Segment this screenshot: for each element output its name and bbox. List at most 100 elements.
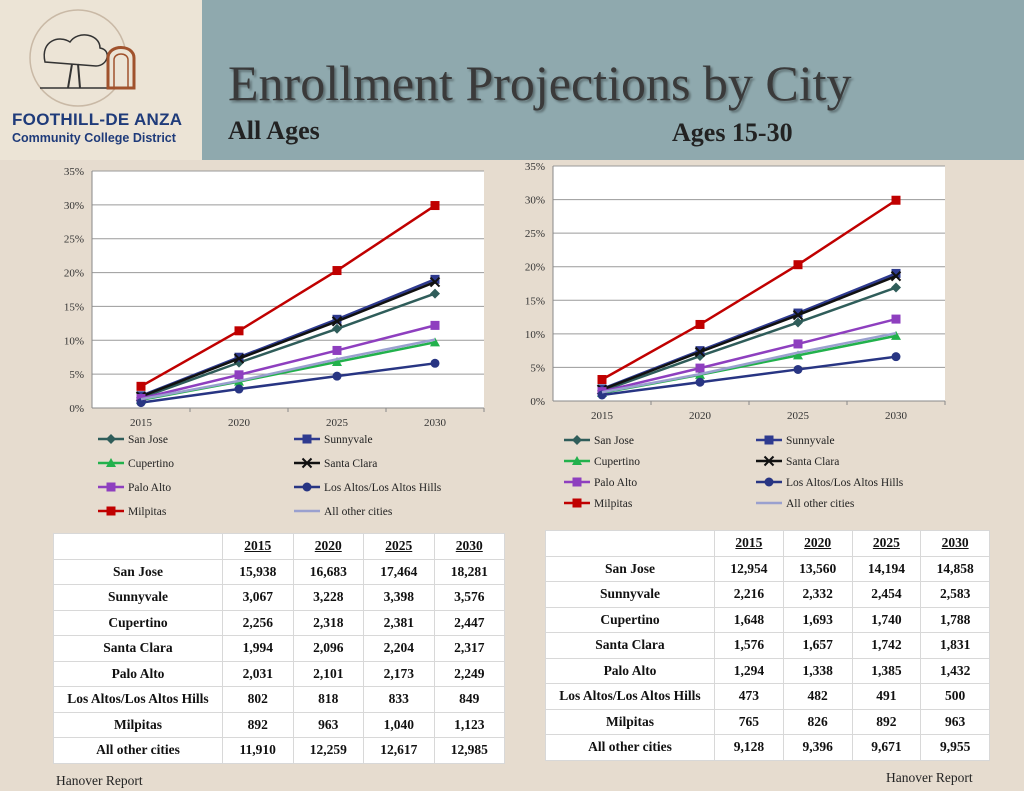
row-label: Sunnyvale	[53, 584, 223, 611]
table-cell: 1,831	[920, 632, 990, 659]
table-row: Los Altos/Los Altos Hills 473 482 491 500	[545, 683, 990, 710]
series-line-palo-alto	[140, 324, 436, 400]
legend-item-all-other-cities: All other cities	[756, 498, 855, 510]
series-los-altos-los-altos-hills	[136, 358, 440, 408]
data-point-los-altos-los-altos-hills	[332, 371, 342, 381]
y-tick-label: 10%	[64, 335, 84, 347]
series-line-santa-clara	[601, 274, 897, 391]
legend-item-san-jose: San Jose	[564, 435, 634, 447]
table-cell: 2,031	[222, 660, 294, 687]
data-point-palo-alto	[234, 370, 244, 380]
table-header-row: 2015 2020 2025 2030	[545, 530, 990, 557]
series-line-los-altos-los-altos-hills	[601, 355, 897, 397]
table-cell: 3,398	[363, 584, 435, 611]
data-point-san-jose	[793, 317, 803, 328]
y-tick-label: 15%	[525, 295, 545, 307]
data-point-los-altos-los-altos-hills	[891, 352, 901, 362]
y-tick-label: 35%	[525, 161, 545, 173]
y-tick-label: 30%	[525, 195, 545, 207]
legend-item-sunnyvale: Sunnyvale	[756, 435, 835, 447]
legend-marker	[106, 434, 116, 444]
table-cell: 2,454	[851, 581, 922, 608]
table-cell: 18,281	[433, 558, 505, 585]
data-point-santa-clara	[233, 353, 245, 364]
row-label: Los Altos/Los Altos Hills	[545, 683, 715, 710]
series-milpitas	[136, 201, 440, 391]
legend-marker	[572, 477, 582, 487]
table-row: San Jose 15,938 16,683 17,464 18,281	[53, 558, 505, 585]
table-row: Milpitas 892 963 1,040 1,123	[53, 711, 505, 738]
table-cell: 11,910	[222, 737, 294, 764]
legend-marker	[301, 457, 313, 469]
row-label: San Jose	[545, 555, 715, 582]
table-cell: 1,576	[714, 632, 784, 659]
y-tick-label: 5%	[530, 362, 545, 374]
enrollment-table-ages-15-30: 2015 2020 2025 2030 San Jose 12,954 13,560 14,1…	[545, 530, 990, 761]
legend-item-san-jose: San Jose	[98, 434, 168, 446]
table-cell: 2,381	[363, 609, 435, 636]
table-row: Cupertino 2,256 2,318 2,381 2,447	[53, 609, 505, 636]
table-cell: 12,985	[433, 737, 505, 764]
table-cell: 826	[782, 708, 853, 735]
data-point-cupertino	[793, 350, 803, 360]
legend-label: Palo Alto	[594, 477, 637, 489]
table-cell: 14,194	[851, 555, 922, 582]
row-label: Cupertino	[545, 606, 715, 633]
y-tick-label: 15%	[64, 301, 84, 313]
row-label: All other cities	[53, 737, 223, 764]
oak-tree-arch-icon	[29, 9, 136, 107]
x-tick-label: 2020	[689, 410, 712, 422]
series-line-san-jose	[140, 292, 436, 400]
y-tick-label: 30%	[64, 200, 84, 212]
legend-marker	[572, 435, 582, 445]
y-tick-label: 10%	[525, 329, 545, 341]
table-cell: 2,101	[292, 660, 364, 687]
legend-item-cupertino: Cupertino	[564, 456, 640, 468]
data-point-milpitas	[332, 266, 342, 276]
district-name-line2: Community College District	[12, 131, 176, 145]
legend-label: Milpitas	[594, 498, 633, 510]
table-cell: 1,740	[851, 606, 922, 633]
table-cell: 482	[782, 683, 853, 710]
table-cell: 1,994	[222, 635, 294, 662]
legend-item-all-other-cities: All other cities	[294, 506, 393, 518]
row-label: Los Altos/Los Altos Hills	[53, 686, 223, 713]
data-point-san-jose	[234, 357, 244, 368]
y-tick-label: 25%	[64, 234, 84, 246]
table-row: San Jose 12,954 13,560 14,194 14,858	[545, 555, 990, 582]
legend-label: Los Altos/Los Altos Hills	[786, 477, 904, 489]
table-cell: 1,040	[363, 711, 435, 738]
data-point-cupertino	[891, 330, 901, 340]
district-name-line1: FOOTHILL-DE ANZA	[12, 110, 183, 129]
y-tick-label: 5%	[69, 369, 84, 381]
row-label: Palo Alto	[53, 660, 223, 687]
table-cell: 963	[920, 708, 990, 735]
table-cell: 491	[851, 683, 922, 710]
row-label: Palo Alto	[545, 657, 715, 684]
table-cell: 892	[222, 711, 294, 738]
legend-item-palo-alto: Palo Alto	[564, 477, 637, 489]
table-row: All other cities 11,910 12,259 12,617 12,985	[53, 737, 505, 764]
y-tick-label: 0%	[530, 396, 545, 408]
legend-marker	[302, 482, 312, 492]
table-cell: 2,249	[433, 660, 505, 687]
table-cell: 849	[433, 686, 505, 713]
table-cell: 17,464	[363, 558, 435, 585]
x-tick-label: 2030	[424, 417, 447, 429]
legend-label: Sunnyvale	[786, 435, 835, 447]
series-line-milpitas	[601, 199, 897, 381]
enrollment-table-all-ages: 2015 2020 2025 2030 San Jose 15,938 16,683 17,4…	[53, 533, 505, 764]
row-label: Sunnyvale	[545, 581, 715, 608]
data-point-santa-clara	[331, 316, 343, 327]
footer-source-right: Hanover Report	[886, 770, 973, 785]
data-point-sunnyvale	[332, 314, 342, 324]
row-label: Milpitas	[545, 708, 715, 735]
legend-marker	[106, 482, 116, 492]
series-line-san-jose	[601, 286, 897, 393]
table-cell: 1,294	[714, 657, 784, 684]
data-point-los-altos-los-altos-hills	[793, 364, 803, 374]
y-tick-label: 20%	[64, 268, 84, 280]
row-label: San Jose	[53, 558, 223, 585]
table-corner	[53, 533, 223, 560]
data-point-milpitas	[695, 319, 705, 329]
